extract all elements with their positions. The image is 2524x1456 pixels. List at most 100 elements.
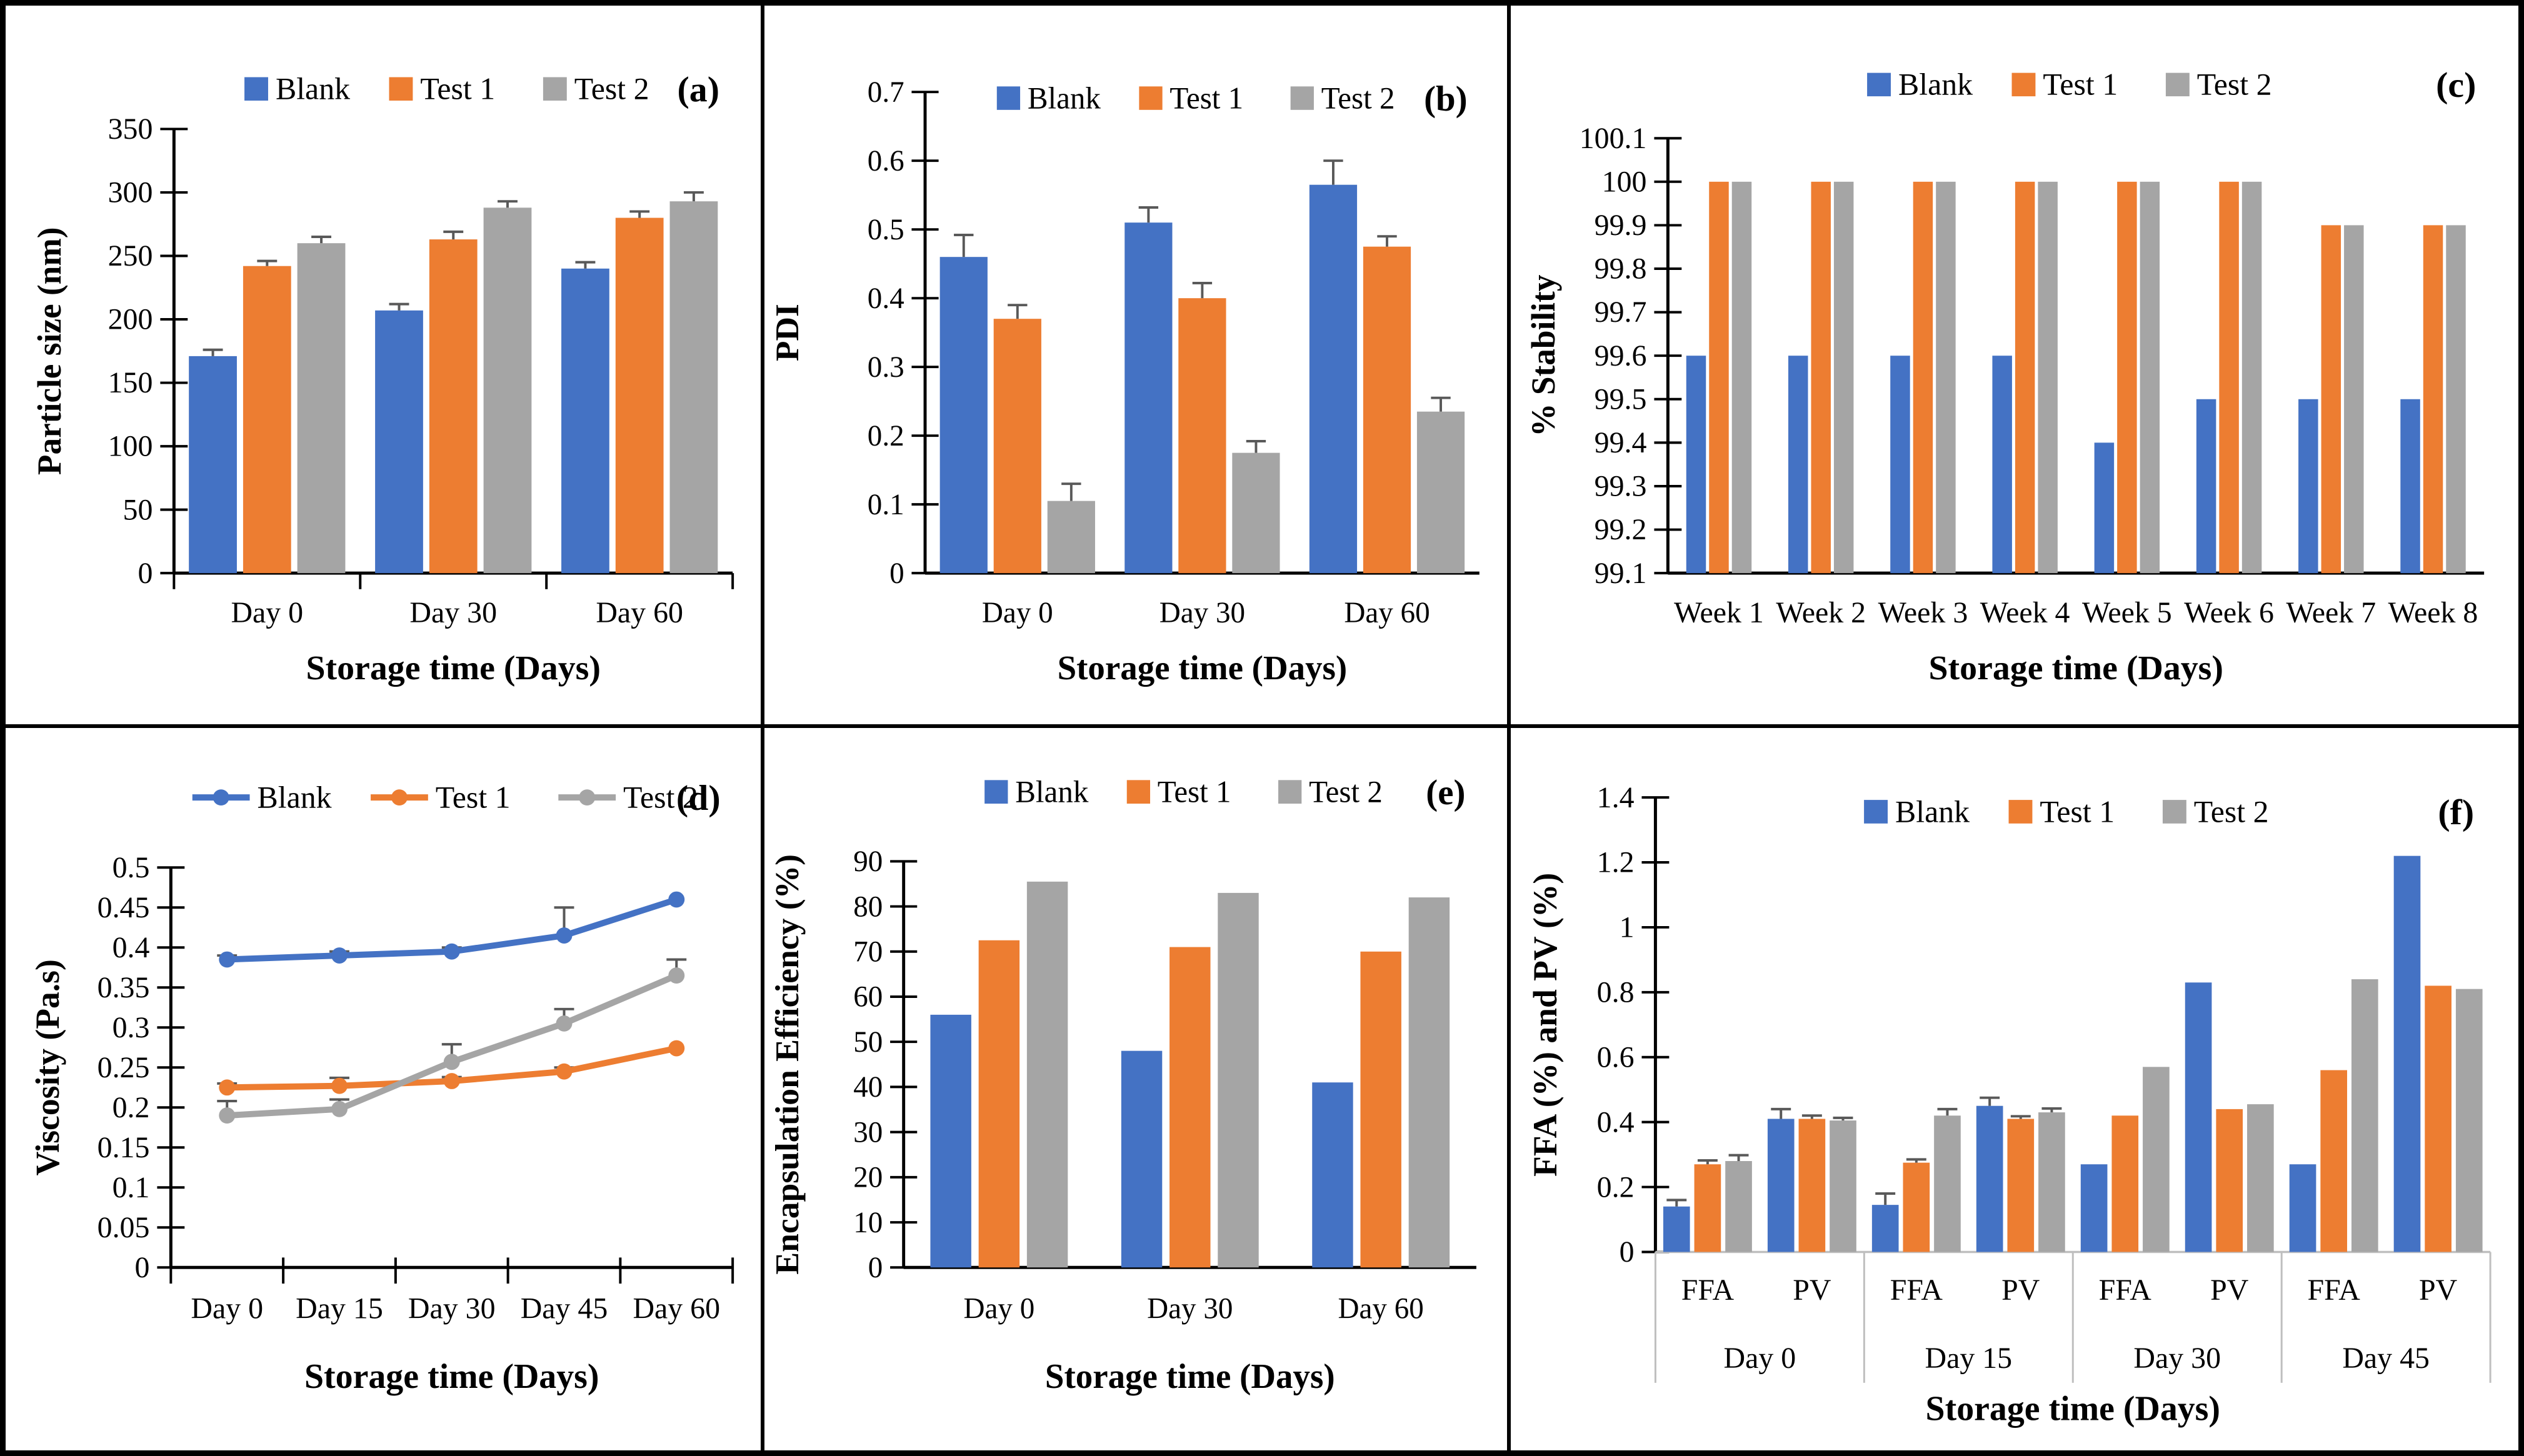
bar-test1 — [429, 239, 478, 574]
y-tick-label: 0.3 — [113, 1011, 150, 1044]
x-category-label: Day 30 — [409, 597, 497, 629]
panel-b-pdi: PDI 0 0.1 0.2 0.3 0.4 0.5 0.6 0.7 Day 0 Day 30 Day … — [764, 6, 1511, 728]
chart-c-stability-bar-chart: % Stability 99.1 99.2 99.3 99.4 99.5 99.6 99.7 9… — [1525, 66, 2485, 687]
legend-color-swatch — [1864, 800, 1888, 824]
bar-blank — [375, 310, 423, 574]
y-tick-label: 10 — [853, 1207, 883, 1239]
bar-test2 — [1232, 452, 1280, 574]
bar-test1 — [2425, 985, 2451, 1252]
legend-label: Test 1 — [2040, 794, 2115, 829]
legend-label: Test 2 — [1321, 81, 1395, 115]
line-marker — [668, 1040, 685, 1057]
line-marker — [443, 1054, 460, 1070]
x-category-label: PV — [2419, 1274, 2457, 1307]
x-category-label: Week 3 — [1878, 597, 1968, 629]
y-tick-label: 40 — [853, 1071, 883, 1104]
bar-test1 — [1178, 298, 1226, 574]
bar-test1 — [2111, 1115, 2139, 1252]
y-tick-label: 0.25 — [98, 1051, 150, 1084]
y-tick-label: 99.3 — [1595, 471, 1647, 503]
legend-label: Blank — [276, 72, 350, 106]
bar-test1 — [1811, 181, 1831, 574]
legend-label: Blank — [1895, 794, 1970, 829]
bar-test2 — [1218, 892, 1259, 1268]
x-group-label: Day 15 — [1925, 1342, 2012, 1375]
panel-a-particle-size: Particle size (nm) 0 50 100 150 200 250 300 350 D… — [6, 6, 765, 728]
bar-blank — [189, 356, 237, 574]
bar-test1 — [993, 319, 1041, 574]
chart-a-particle-size-bar-chart: Particle size (nm) 0 50 100 150 200 250 300 350 D… — [31, 70, 734, 687]
bar-test2 — [483, 207, 532, 574]
line-marker — [219, 951, 236, 968]
line-marker — [668, 891, 685, 908]
bar-blank — [1663, 1206, 1690, 1252]
y-tick-label: 0.7 — [868, 76, 904, 109]
y-tick-label: 150 — [108, 367, 153, 399]
legend-color-swatch — [984, 780, 1008, 804]
chart-d-viscosity-line-chart: Viscosity (Pa.s) 0 0.05 0.1 0.15 0.2 0.25 0.3 0.… — [29, 779, 734, 1396]
x-category-label: FFA — [2099, 1274, 2152, 1307]
y-tick-label: 0 — [138, 557, 153, 590]
bar-test1 — [2219, 181, 2239, 574]
bar-test1 — [978, 940, 1020, 1268]
x-category-label: PV — [2001, 1274, 2040, 1307]
legend-color-swatch — [2162, 800, 2186, 824]
y-tick-label: 0.3 — [868, 351, 904, 384]
y-tick-label: 0.15 — [98, 1131, 150, 1164]
x-category-label: Week 8 — [2388, 597, 2478, 629]
legend-color-swatch — [1290, 86, 1314, 110]
legend-label: Test 2 — [623, 780, 698, 815]
y-tick-label: 0.4 — [113, 931, 150, 964]
bar-blank — [1686, 356, 1706, 574]
chart-f-ffa-pv-bar-chart: FFA (%) and PV (%) 0 0.2 0.4 0.6 0.8 1 1.2 1.4 FF… — [1526, 781, 2491, 1429]
y-tick-label: 20 — [853, 1161, 883, 1194]
bar-test1 — [1798, 1119, 1826, 1252]
legend-label: Test 1 — [2043, 67, 2118, 102]
bar-test1 — [243, 266, 291, 574]
legend-label: Test 2 — [1309, 774, 1383, 809]
bar-test1 — [2320, 1070, 2347, 1252]
bar-test1 — [1694, 1164, 1721, 1252]
bar-blank — [1767, 1119, 1795, 1252]
panel-letter: (b) — [1424, 79, 1468, 119]
y-tick-label: 0.4 — [868, 282, 904, 315]
bar-blank — [939, 257, 988, 574]
line-marker — [556, 1015, 573, 1032]
x-category-label: Week 5 — [2082, 597, 2172, 629]
y-tick-label: 99.4 — [1595, 427, 1647, 459]
y-tick-label: 250 — [108, 240, 153, 272]
x-group-label: Day 0 — [1724, 1342, 1796, 1375]
bar-test2 — [2246, 1104, 2274, 1252]
line-marker — [443, 1073, 460, 1089]
legend-color-swatch — [1139, 86, 1163, 110]
y-tick-label: 0 — [889, 557, 904, 590]
chart-e-encapsulation-efficiency-bar-chart: Encapsulation Efficiency (%) 0 10 20 30 40 50 6… — [769, 773, 1476, 1395]
bar-test1 — [1903, 1162, 1930, 1252]
legend-color-swatch — [1278, 780, 1302, 804]
x-axis-title: Storage time (Days) — [1926, 1390, 2220, 1429]
y-tick-label: 0.4 — [1597, 1105, 1635, 1139]
bar-test2 — [669, 201, 718, 574]
legend-color-swatch — [996, 86, 1021, 110]
x-group-label: Day 30 — [2133, 1342, 2221, 1375]
x-category-label: Day 60 — [633, 1292, 720, 1325]
legend-label: Test 2 — [2197, 67, 2272, 102]
bar-blank — [1992, 356, 2012, 574]
bar-test1 — [1709, 181, 1729, 574]
bar-blank — [1871, 1205, 1899, 1252]
bar-blank — [1309, 184, 1358, 574]
y-tick-label: 99.9 — [1595, 209, 1647, 242]
x-category-label: Week 1 — [1674, 597, 1764, 629]
legend-color-swatch — [2165, 72, 2190, 97]
bar-test2 — [2241, 181, 2262, 574]
bar-test2 — [1934, 1115, 1961, 1252]
bar-test2 — [2143, 1067, 2170, 1252]
y-axis-title: PDI — [769, 304, 806, 361]
line-marker — [331, 1077, 348, 1094]
y-tick-label: 1 — [1620, 911, 1635, 944]
chart-b-pdi-bar-chart: PDI 0 0.1 0.2 0.3 0.4 0.5 0.6 0.7 Day 0 Day 30 Day … — [769, 76, 1480, 687]
legend-label: Test 2 — [2194, 794, 2269, 829]
x-category-label: PV — [2210, 1274, 2248, 1307]
x-category-label: Day 30 — [1159, 597, 1245, 629]
